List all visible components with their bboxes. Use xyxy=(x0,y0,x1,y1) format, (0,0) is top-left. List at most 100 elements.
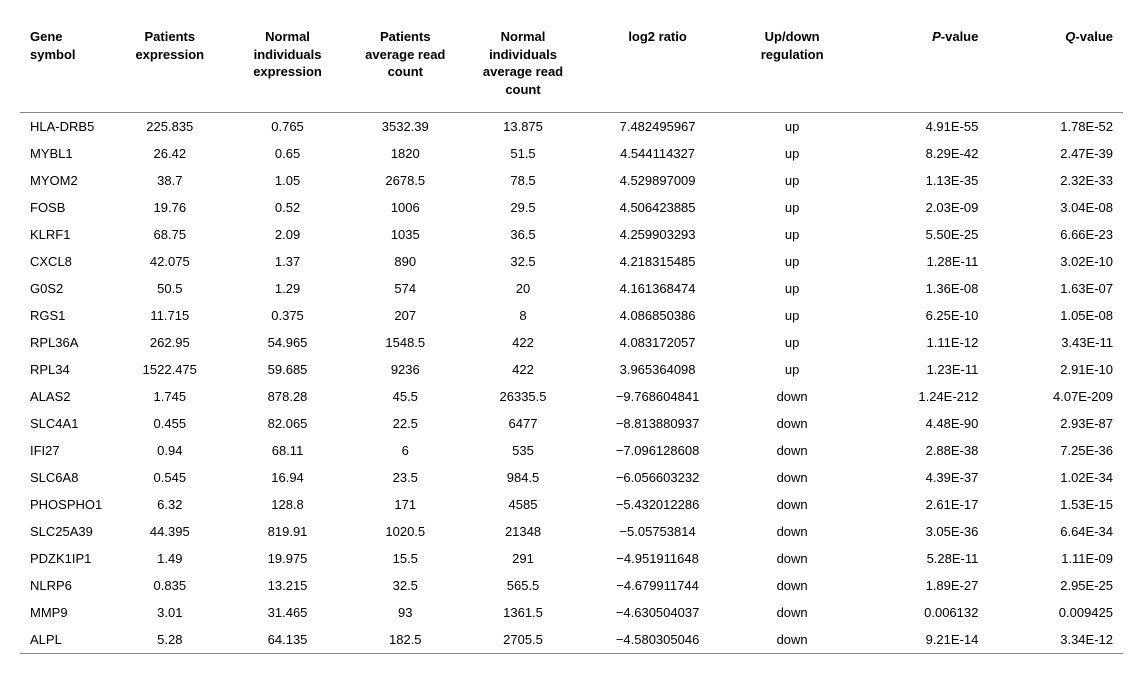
cell-parc: 2678.5 xyxy=(349,167,461,194)
cell-parc: 23.5 xyxy=(349,464,461,491)
cell-pe: 42.075 xyxy=(114,248,226,275)
cell-nie: 1.05 xyxy=(226,167,349,194)
table-body: HLA-DRB5225.8350.7653532.3913.8757.48249… xyxy=(20,113,1123,654)
cell-pe: 19.76 xyxy=(114,194,226,221)
cell-parc: 1035 xyxy=(349,221,461,248)
cell-gene: HLA-DRB5 xyxy=(20,113,114,141)
cell-log2: −4.679911744 xyxy=(585,572,731,599)
cell-nie: 31.465 xyxy=(226,599,349,626)
cell-parc: 574 xyxy=(349,275,461,302)
cell-reg: up xyxy=(730,167,853,194)
table-row: NLRP60.83513.21532.5565.5−4.679911744dow… xyxy=(20,572,1123,599)
cell-niarc: 4585 xyxy=(461,491,584,518)
table-row: PHOSPHO16.32128.81714585−5.432012286down… xyxy=(20,491,1123,518)
table-row: MMP93.0131.465931361.5−4.630504037down0.… xyxy=(20,599,1123,626)
cell-gene: ALAS2 xyxy=(20,383,114,410)
cell-nie: 819.91 xyxy=(226,518,349,545)
cell-pe: 0.455 xyxy=(114,410,226,437)
cell-pval: 1.23E-11 xyxy=(854,356,989,383)
cell-parc: 6 xyxy=(349,437,461,464)
cell-parc: 15.5 xyxy=(349,545,461,572)
cell-pval: 1.13E-35 xyxy=(854,167,989,194)
table-row: RPL341522.47559.68592364223.965364098up1… xyxy=(20,356,1123,383)
cell-log2: −4.951911648 xyxy=(585,545,731,572)
table-row: MYOM238.71.052678.578.54.529897009up1.13… xyxy=(20,167,1123,194)
cell-gene: CXCL8 xyxy=(20,248,114,275)
cell-gene: SLC4A1 xyxy=(20,410,114,437)
table-row: ALAS21.745878.2845.526335.5−9.768604841d… xyxy=(20,383,1123,410)
table-row: MYBL126.420.65182051.54.544114327up8.29E… xyxy=(20,140,1123,167)
cell-reg: up xyxy=(730,113,853,141)
cell-gene: G0S2 xyxy=(20,275,114,302)
cell-parc: 1820 xyxy=(349,140,461,167)
cell-parc: 22.5 xyxy=(349,410,461,437)
table-row: RPL36A262.9554.9651548.54224.083172057up… xyxy=(20,329,1123,356)
cell-pe: 11.715 xyxy=(114,302,226,329)
gene-expression-table: Gene symbol Patients expression Normal i… xyxy=(20,20,1123,654)
cell-nie: 0.765 xyxy=(226,113,349,141)
cell-gene: MYOM2 xyxy=(20,167,114,194)
cell-log2: −7.096128608 xyxy=(585,437,731,464)
cell-parc: 45.5 xyxy=(349,383,461,410)
cell-pval: 1.24E-212 xyxy=(854,383,989,410)
table-row: FOSB19.760.52100629.54.506423885up2.03E-… xyxy=(20,194,1123,221)
cell-parc: 1548.5 xyxy=(349,329,461,356)
cell-gene: SLC25A39 xyxy=(20,518,114,545)
cell-pe: 1.745 xyxy=(114,383,226,410)
cell-qval: 1.05E-08 xyxy=(988,302,1123,329)
cell-qval: 6.66E-23 xyxy=(988,221,1123,248)
table-row: SLC4A10.45582.06522.56477−8.813880937dow… xyxy=(20,410,1123,437)
col-header-log2-ratio: log2 ratio xyxy=(585,20,731,113)
cell-gene: NLRP6 xyxy=(20,572,114,599)
cell-parc: 93 xyxy=(349,599,461,626)
cell-pe: 0.94 xyxy=(114,437,226,464)
cell-pval: 1.89E-27 xyxy=(854,572,989,599)
cell-pe: 44.395 xyxy=(114,518,226,545)
cell-log2: 4.083172057 xyxy=(585,329,731,356)
cell-qval: 4.07E-209 xyxy=(988,383,1123,410)
cell-log2: 3.965364098 xyxy=(585,356,731,383)
cell-niarc: 21348 xyxy=(461,518,584,545)
cell-log2: 4.544114327 xyxy=(585,140,731,167)
col-header-q-value: Q-value xyxy=(988,20,1123,113)
cell-pval: 3.05E-36 xyxy=(854,518,989,545)
cell-niarc: 1361.5 xyxy=(461,599,584,626)
cell-log2: −4.630504037 xyxy=(585,599,731,626)
cell-nie: 1.37 xyxy=(226,248,349,275)
cell-qval: 1.63E-07 xyxy=(988,275,1123,302)
cell-pe: 3.01 xyxy=(114,599,226,626)
cell-pe: 225.835 xyxy=(114,113,226,141)
cell-qval: 3.02E-10 xyxy=(988,248,1123,275)
cell-pe: 5.28 xyxy=(114,626,226,654)
cell-log2: −4.580305046 xyxy=(585,626,731,654)
cell-niarc: 20 xyxy=(461,275,584,302)
cell-gene: IFI27 xyxy=(20,437,114,464)
cell-pval: 4.48E-90 xyxy=(854,410,989,437)
cell-pval: 5.28E-11 xyxy=(854,545,989,572)
cell-qval: 1.78E-52 xyxy=(988,113,1123,141)
table-row: HLA-DRB5225.8350.7653532.3913.8757.48249… xyxy=(20,113,1123,141)
cell-niarc: 8 xyxy=(461,302,584,329)
cell-nie: 59.685 xyxy=(226,356,349,383)
cell-reg: down xyxy=(730,437,853,464)
cell-pval: 0.006132 xyxy=(854,599,989,626)
cell-parc: 9236 xyxy=(349,356,461,383)
cell-qval: 3.43E-11 xyxy=(988,329,1123,356)
cell-parc: 1020.5 xyxy=(349,518,461,545)
cell-log2: 4.086850386 xyxy=(585,302,731,329)
cell-pe: 0.545 xyxy=(114,464,226,491)
cell-pe: 6.32 xyxy=(114,491,226,518)
cell-niarc: 291 xyxy=(461,545,584,572)
cell-reg: down xyxy=(730,518,853,545)
cell-pval: 1.36E-08 xyxy=(854,275,989,302)
table-row: G0S250.51.29574204.161368474up1.36E-081.… xyxy=(20,275,1123,302)
cell-qval: 2.47E-39 xyxy=(988,140,1123,167)
cell-niarc: 984.5 xyxy=(461,464,584,491)
cell-log2: 4.259903293 xyxy=(585,221,731,248)
cell-qval: 3.04E-08 xyxy=(988,194,1123,221)
cell-log2: 4.218315485 xyxy=(585,248,731,275)
cell-pval: 4.39E-37 xyxy=(854,464,989,491)
cell-nie: 128.8 xyxy=(226,491,349,518)
cell-qval: 6.64E-34 xyxy=(988,518,1123,545)
cell-pval: 1.11E-12 xyxy=(854,329,989,356)
